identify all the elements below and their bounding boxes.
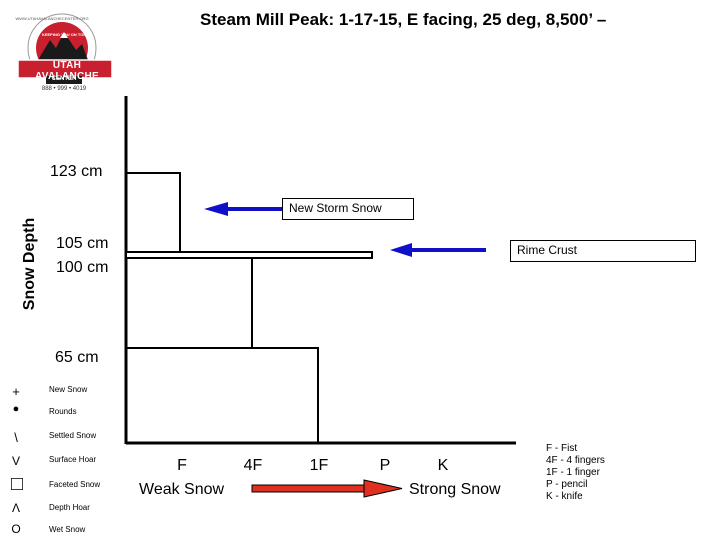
hardness-tick-4f: 4F [243,457,263,474]
weak-to-strong-arrow [251,479,403,498]
logo-phone: 888 • 999 • 4019 [41,86,87,92]
legend-label-depth-hoar: Depth Hoar [49,503,90,512]
hardness-key-item: F - Fist [546,443,578,454]
layer-4f [125,257,253,349]
hardness-tick-f: F [177,457,187,474]
hardness-tick-1f: 1F [309,457,329,474]
weak-snow-label: Weak Snow [139,481,225,498]
depth-label-105: 105 cm [56,235,109,252]
logo-url: WWW.UTAHAVALANCHECENTER.ORG [15,16,89,21]
legend-label-surface-hoar: Surface Hoar [49,455,97,464]
hardness-key-item: 4F - 4 fingers [546,455,605,466]
y-axis-label: Snow Depth [21,217,38,311]
hardness-tick-k: K [437,457,449,474]
legend-label-settled-snow: Settled Snow [49,431,97,440]
logo-name: UTAH AVALANCHE [35,60,99,82]
page-title: Steam Mill Peak: 1-17-15, E facing, 25 d… [200,10,607,29]
hardness-tick-p: P [379,457,391,474]
legend-label-wet-snow: Wet Snow [49,525,86,534]
hardness-key-item: K - knife [546,491,583,502]
hardness-key: F - Fist 4F - 4 fingers 1F - 1 finger P … [546,443,605,503]
legend-label-rounds: Rounds [49,407,77,416]
layer-new-storm-snow [125,172,181,253]
wet-snow-icon: O [11,522,21,536]
hardness-key-item: P - pencil [546,479,588,490]
faceted-snow-icon: □ [10,473,24,495]
new-snow-icon: + [12,384,20,399]
new-storm-snow-arrow [204,202,282,216]
callout-new-storm-snow: New Storm Snow [282,198,414,220]
logo-tagline: KEEPING YOU ON TOP [41,32,87,37]
callout-rime-crust: Rime Crust [510,240,696,262]
settled-snow-icon: \ [14,430,18,445]
legend-label-faceted-snow: Faceted Snow [49,480,101,489]
hardness-key-item: 1F - 1 finger [546,467,600,478]
strong-snow-label: Strong Snow [409,481,501,498]
logo-sub: CENTER [51,76,77,82]
depth-hoar-icon: Λ [11,501,20,515]
utah-avalanche-center-logo [17,13,113,84]
depth-label-100: 100 cm [56,259,109,276]
rime-crust-arrow [390,243,486,257]
depth-label-65: 65 cm [55,349,99,366]
layer-1f [125,347,319,444]
rounds-icon: ● [12,403,20,415]
surface-hoar-icon: V [11,454,20,468]
legend-label-new-snow: New Snow [49,385,88,394]
depth-label-123: 123 cm [50,163,103,180]
